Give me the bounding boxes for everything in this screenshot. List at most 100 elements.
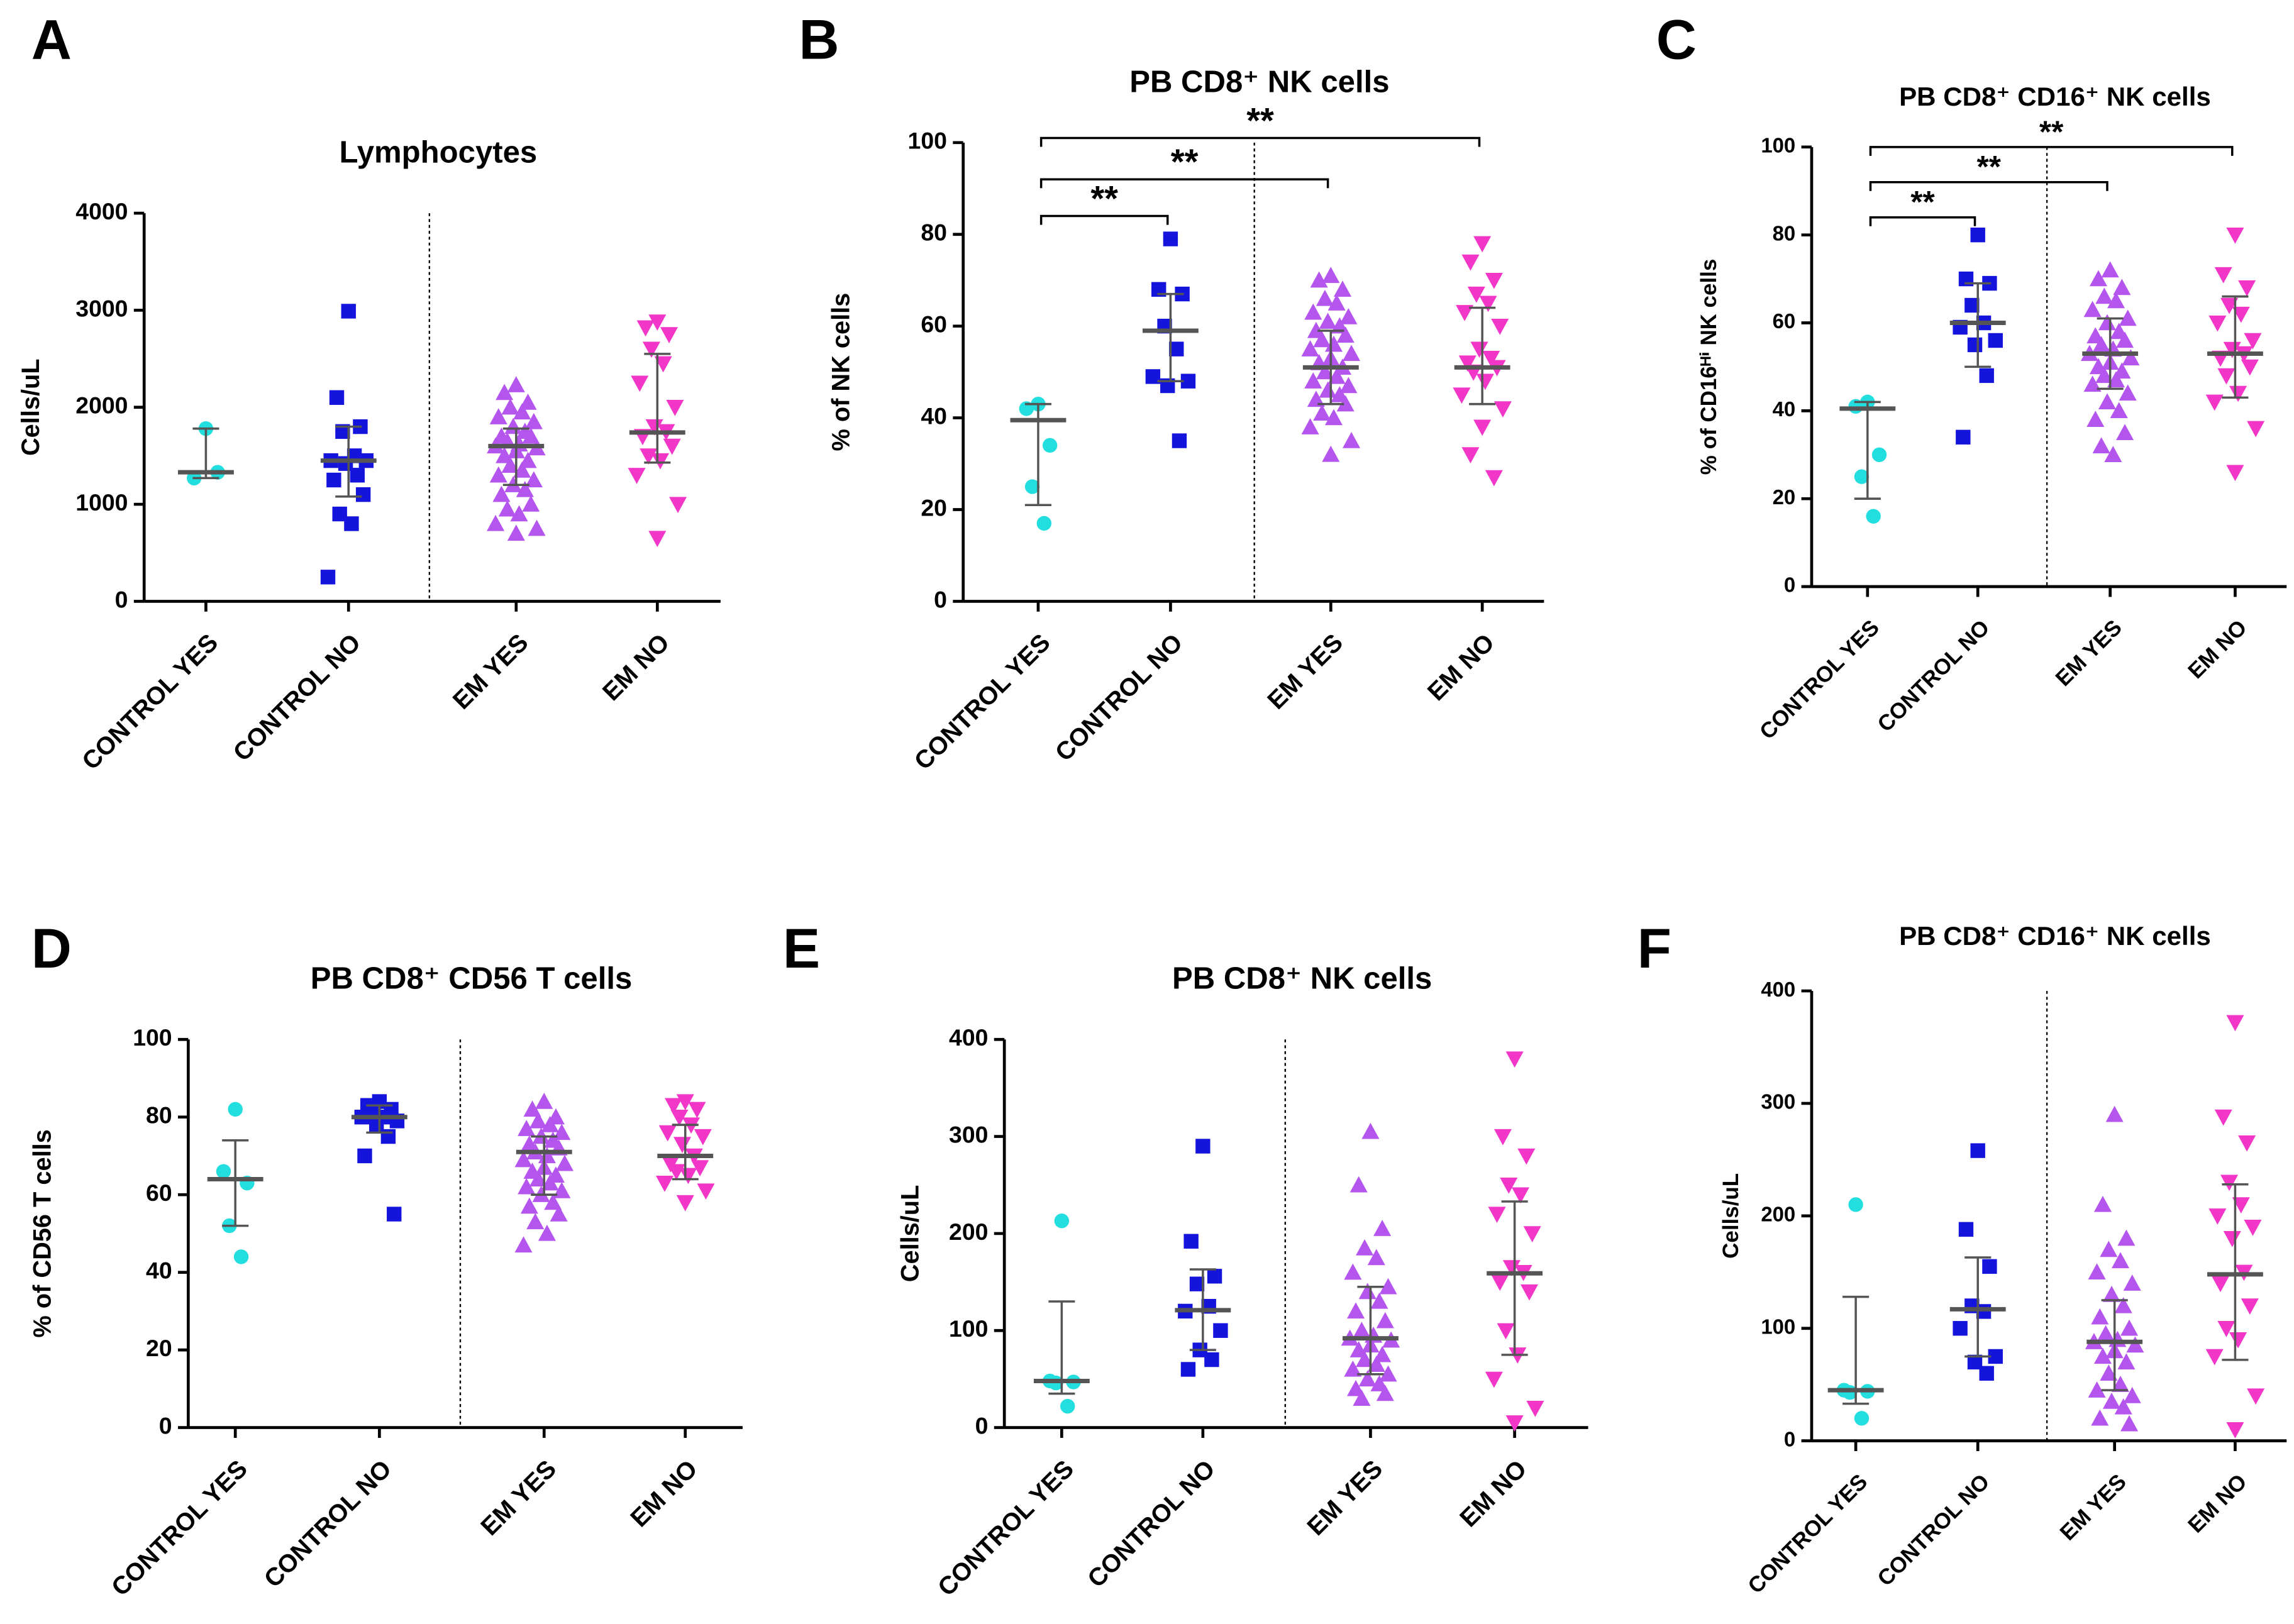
x-tick-label: EM YES [2055, 1469, 2131, 1545]
point [2117, 1229, 2136, 1246]
y-tick-label: 0 [159, 1412, 172, 1439]
y-axis-label: Cells/uL [896, 1185, 924, 1283]
x-tick-label: EM NO [2183, 615, 2252, 683]
x-tick-label: EM NO [1455, 1455, 1532, 1532]
point [1493, 1129, 1512, 1146]
point [2088, 1381, 2106, 1398]
point [2101, 261, 2119, 278]
point [514, 1236, 533, 1253]
point [1310, 271, 1328, 288]
y-tick-label: 400 [949, 1024, 988, 1051]
y-tick-label: 0 [115, 586, 128, 612]
y-tick-label: 0 [1784, 573, 1795, 597]
point [1453, 387, 1471, 404]
point [2244, 1220, 2262, 1236]
x-tick-label: CONTROL NO [228, 629, 367, 767]
significance-label: ** [1910, 185, 1935, 219]
y-tick-label: 3000 [75, 295, 128, 321]
point [1461, 254, 1480, 271]
point [645, 419, 663, 436]
point [1347, 1379, 1365, 1396]
x-tick-label: CONTROL NO [1082, 1455, 1221, 1593]
point [1517, 1148, 1536, 1165]
point [1180, 373, 1196, 389]
point [1036, 516, 1052, 531]
point [2214, 267, 2232, 284]
point [1964, 297, 1980, 313]
significance-bracket [1039, 178, 1329, 189]
point [631, 375, 649, 392]
point [1319, 312, 1337, 329]
point [335, 424, 350, 439]
x-tick-label: EM NO [625, 1455, 702, 1532]
point [1327, 367, 1346, 384]
point [2122, 349, 2140, 366]
point [1316, 289, 1334, 306]
y-tick-label: 1000 [75, 489, 128, 516]
x-tick-label: EM YES [1302, 1455, 1388, 1541]
y-tick-label: 200 [949, 1218, 988, 1245]
point [2205, 394, 2224, 411]
point [2223, 341, 2241, 358]
point [2083, 301, 2102, 318]
point [1180, 1362, 1196, 1377]
x-tick-label: CONTROL YES [1743, 1469, 1872, 1598]
point [2229, 1332, 2247, 1349]
x-tick-label: EM YES [1262, 629, 1348, 715]
point [1456, 305, 1474, 321]
point [350, 468, 365, 483]
point [1054, 1213, 1070, 1229]
point [1970, 1143, 1985, 1158]
point [507, 376, 525, 392]
point [2226, 227, 2244, 244]
point [1367, 1356, 1385, 1372]
point [1970, 227, 1985, 243]
point [522, 495, 540, 512]
chart-title: PB CD8⁺ CD16⁺ NK cells [1899, 921, 2211, 951]
point [1493, 401, 1512, 418]
point [1353, 1389, 1371, 1406]
point [2104, 446, 2122, 462]
y-tick-label: 20 [1773, 485, 1796, 509]
x-tick-label: CONTROL YES [106, 1455, 253, 1601]
y-tick-label: 100 [133, 1024, 172, 1051]
point [688, 1102, 706, 1119]
point [2220, 1174, 2239, 1191]
point [1476, 373, 1494, 390]
point [529, 1112, 547, 1129]
chart-title: PB CD8⁺ NK cells [1129, 65, 1389, 99]
point [2117, 1353, 2136, 1370]
point [1336, 395, 1355, 412]
point [1854, 469, 1870, 484]
y-tick-label: 0 [934, 586, 947, 612]
point [2093, 1195, 2112, 1212]
point [2120, 1319, 2139, 1336]
point [1307, 390, 1325, 407]
point [341, 304, 356, 319]
point [2091, 1308, 2109, 1325]
point [1353, 1322, 1371, 1338]
point [1327, 294, 1346, 311]
point [660, 327, 679, 344]
point [2098, 314, 2117, 331]
point [1172, 433, 1187, 448]
y-axis-label: % of CD16ᴴⁱ NK cells [1697, 259, 1721, 475]
point [1979, 368, 1994, 384]
point [2113, 279, 2131, 296]
x-tick-label: CONTROL YES [933, 1455, 1079, 1601]
point [1356, 1351, 1374, 1367]
point [2089, 270, 2107, 287]
point [1349, 1176, 1368, 1193]
point [2116, 331, 2134, 348]
point [1183, 1234, 1199, 1249]
point [1361, 1122, 1380, 1139]
point [1060, 1398, 1075, 1414]
significance-bracket [1869, 216, 1976, 226]
point [2126, 1336, 2144, 1353]
point [2232, 1197, 2250, 1214]
point [697, 1183, 715, 1200]
point [1473, 419, 1492, 436]
y-tick-label: 0 [975, 1412, 989, 1439]
point [2100, 1364, 2118, 1381]
point [522, 428, 540, 444]
